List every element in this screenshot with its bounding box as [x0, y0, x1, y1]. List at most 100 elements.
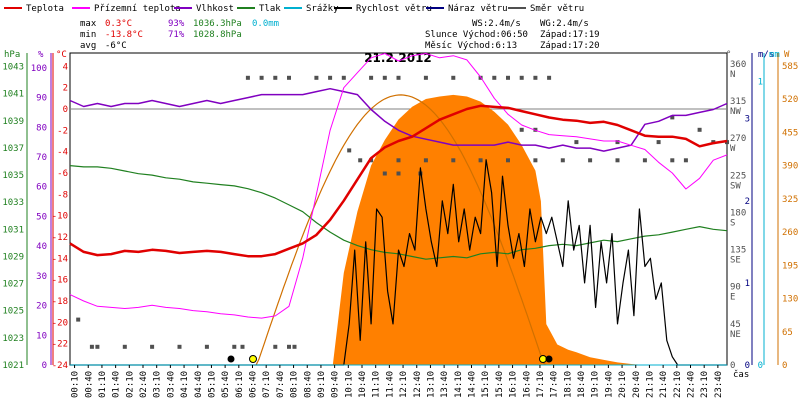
- x-tick-label: 00:10: [71, 371, 81, 398]
- temp-tick: 2: [63, 84, 68, 94]
- direction-point: [642, 158, 647, 163]
- direction-point: [506, 75, 510, 80]
- moon-rise-icon: [227, 355, 235, 363]
- direction-point: [547, 75, 552, 80]
- direction-point: [656, 140, 661, 145]
- stat-max-press: 1036.3hPa: [193, 19, 242, 29]
- direction-tick: 225 SW: [730, 171, 746, 191]
- direction-point: [273, 344, 278, 349]
- x-tick-label: 15:10: [481, 371, 491, 398]
- stat-min-press: 1028.8hPa: [193, 30, 242, 40]
- direction-point: [670, 158, 675, 163]
- pressure-tick: 1033: [2, 198, 24, 208]
- stat-min-label: min: [80, 30, 96, 40]
- x-tick-label: 01:10: [98, 371, 108, 398]
- temp-tick: -6: [57, 169, 68, 179]
- direction-point: [89, 344, 94, 349]
- humidity-tick: 60: [36, 183, 47, 193]
- x-tick-label: 08:40: [303, 371, 313, 398]
- direction-point: [615, 140, 620, 145]
- direction-point: [533, 75, 538, 80]
- pressure-tick: 1023: [2, 334, 24, 344]
- direction-point: [382, 171, 387, 176]
- direction-point: [259, 75, 264, 80]
- direction-point: [478, 158, 483, 163]
- sun-moon-markers: [227, 355, 553, 363]
- direction-point: [177, 344, 182, 349]
- stat-max-temp: 0.3°C: [105, 19, 132, 29]
- wind-tick: 1: [745, 279, 750, 289]
- stat-avg-temp: -6°C: [105, 41, 127, 51]
- stat-max-rain: 0.0mm: [252, 19, 279, 29]
- legend-label: Tlak: [259, 4, 281, 14]
- x-tick-label: 14:40: [468, 371, 478, 398]
- x-tick-label: 22:10: [673, 371, 683, 398]
- direction-point: [519, 127, 524, 132]
- x-tick-label: 09:40: [331, 371, 341, 398]
- solar-tick: 65: [782, 328, 793, 338]
- direction-point: [451, 158, 456, 163]
- stat-sun: Slunce Východ:06:50: [425, 30, 528, 40]
- direction-point: [95, 344, 100, 349]
- legend-label: Rychlost větru: [356, 4, 432, 14]
- direction-point: [245, 75, 250, 80]
- x-tick-label: 16:40: [522, 371, 532, 398]
- direction-point: [273, 75, 278, 80]
- solar-tick: 0: [782, 361, 787, 371]
- x-tick-label: 13:10: [426, 371, 436, 398]
- humidity-tick: 80: [36, 123, 47, 133]
- unit-time: čas: [733, 369, 749, 380]
- direction-point: [341, 75, 346, 80]
- direction-tick: 135 SE: [730, 246, 746, 266]
- direction-point: [506, 158, 510, 163]
- legend: Teplota Přízemní teplota Vlhkost Tlak Srážky…: [4, 4, 584, 14]
- x-tick-label: 18:10: [563, 371, 573, 398]
- humidity-line: [69, 87, 728, 152]
- direction-point: [76, 317, 81, 322]
- direction-tick: 90 E: [730, 283, 741, 303]
- x-tick-label: 02:10: [125, 371, 135, 398]
- direction-point: [240, 344, 245, 349]
- temp-tick: -2: [57, 126, 68, 136]
- humidity-tick: 70: [36, 153, 47, 163]
- unit-degc: °C: [56, 50, 67, 60]
- direction-point: [314, 75, 319, 80]
- sun-rise-icon: [249, 355, 257, 363]
- direction-point: [533, 158, 538, 163]
- pressure-tick: 1029: [2, 252, 24, 262]
- direction-point: [670, 115, 675, 120]
- stat-moon-set: Západ:17:20: [540, 41, 600, 51]
- direction-point: [122, 344, 127, 349]
- solar-tick: 585: [782, 62, 798, 72]
- unit-pct: %: [38, 50, 44, 60]
- x-tick-label: 03:40: [166, 371, 176, 398]
- solar-tick: 130: [782, 295, 798, 305]
- direction-point: [347, 148, 352, 153]
- temp-tick: -14: [52, 254, 68, 264]
- direction-point: [423, 158, 428, 163]
- x-tick-label: 04:40: [194, 371, 204, 398]
- x-tick-label: 20:40: [632, 371, 642, 398]
- direction-point: [328, 75, 333, 80]
- wind-tick: 2: [745, 197, 750, 207]
- x-tick-label: 05:40: [221, 371, 231, 398]
- temp-tick: 0: [63, 105, 68, 115]
- direction-point: [292, 344, 297, 349]
- x-tick-label: 04:10: [180, 371, 190, 398]
- humidity-tick: 40: [36, 242, 47, 252]
- direction-point: [451, 75, 456, 80]
- temp-tick: -10: [52, 212, 68, 222]
- x-tick-label: 10:40: [358, 371, 368, 398]
- legend-label: Směr větru: [530, 4, 584, 14]
- unit-ms: m/s: [758, 50, 774, 60]
- temperature-line: [69, 104, 728, 258]
- legend-label: Teplota: [26, 4, 64, 14]
- stat-sun-set: Západ:17:19: [540, 30, 600, 40]
- x-tick-label: 07:10: [262, 371, 272, 398]
- pressure-tick: 1035: [2, 171, 24, 181]
- pressure-tick: 1043: [2, 63, 24, 73]
- x-tick-label: 21:40: [659, 371, 669, 398]
- x-tick-label: 17:10: [536, 371, 546, 398]
- direction-point: [369, 75, 374, 80]
